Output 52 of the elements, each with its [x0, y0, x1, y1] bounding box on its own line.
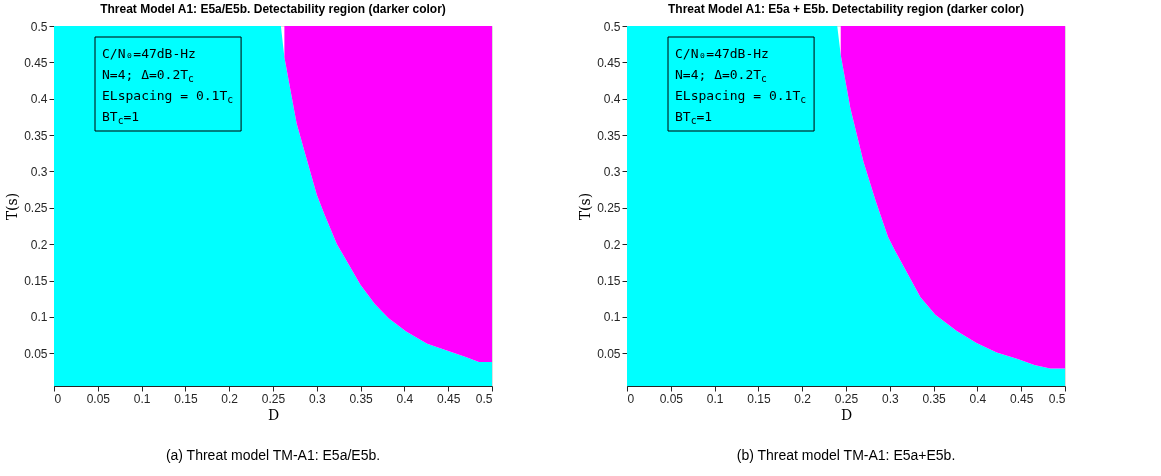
chart-title: Threat Model A1: E5a + E5b. Detectability region (darker color) [668, 2, 1024, 16]
x-axis-title: D [267, 406, 280, 423]
x-tick-label: 0.4 [396, 391, 414, 406]
x-tick-label: 0.2 [794, 391, 812, 406]
y-tick-label: 0.3 [30, 164, 48, 179]
x-tick-label: 0.25 [834, 391, 859, 406]
annotation: C/N₀=47dB-Hz [102, 45, 196, 61]
x-tick-label: 0.45 [437, 391, 461, 406]
y-tick-label: 0.1 [603, 310, 621, 325]
x-tick-label: 0.45 [1010, 391, 1034, 406]
y-tick-label: 0.15 [24, 274, 48, 289]
x-tick-label: 0.35 [349, 391, 374, 406]
x-tick-label: 0.3 [881, 391, 899, 406]
x-tick-label: 0.35 [922, 391, 947, 406]
y-tick-label: 0.5 [30, 19, 48, 34]
y-tick-label: 0.05 [597, 346, 621, 361]
x-tick-label: 0.3 [308, 391, 326, 406]
chart-title: Threat Model A1: E5a/E5b. Detectability region (darker color) [100, 2, 446, 16]
x-tick-label: 0.2 [221, 391, 239, 406]
y-tick-label: 0.35 [24, 128, 48, 143]
y-tick-label: 0.4 [603, 92, 621, 107]
y-tick-label: 0.2 [603, 237, 621, 252]
y-axis-title: T(s) [577, 192, 594, 221]
y-tick-label: 0.45 [597, 55, 621, 70]
x-tick-label: 0.1 [706, 391, 724, 406]
y-tick-label: 0.5 [603, 19, 621, 34]
x-tick-label: 0.15 [174, 391, 198, 406]
x-tick-label: 0 [627, 391, 635, 406]
y-tick-label: 0.25 [24, 201, 48, 216]
y-tick-label: 0.05 [24, 346, 48, 361]
x-tick-label: 0.4 [969, 391, 987, 406]
x-tick-label: 0.5 [475, 391, 493, 406]
y-tick-label: 0.4 [30, 92, 48, 107]
y-tick-label: 0.3 [603, 164, 621, 179]
x-tick-label: 0.1 [133, 391, 151, 406]
y-axis-title: T(s) [4, 192, 21, 221]
x-tick-label: 0.25 [261, 391, 286, 406]
x-tick-label: 0.5 [1048, 391, 1066, 406]
annotation: C/N₀=47dB-Hz [675, 45, 769, 61]
text: (a) Threat model TM-A1: E5a/E5b. [165, 447, 381, 463]
x-tick-label: 0 [54, 391, 62, 406]
y-tick-label: 0.2 [30, 237, 48, 252]
text: (b) Threat model TM-A1: E5a+E5b. [736, 447, 956, 463]
y-tick-label: 0.35 [597, 128, 621, 143]
x-tick-label: 0.05 [86, 391, 111, 406]
x-tick-label: 0.05 [659, 391, 684, 406]
x-axis-title: D [840, 406, 853, 423]
y-tick-label: 0.25 [597, 201, 621, 216]
y-tick-label: 0.1 [30, 310, 48, 325]
y-tick-label: 0.45 [24, 55, 48, 70]
y-tick-label: 0.15 [597, 274, 621, 289]
x-tick-label: 0.15 [747, 391, 771, 406]
